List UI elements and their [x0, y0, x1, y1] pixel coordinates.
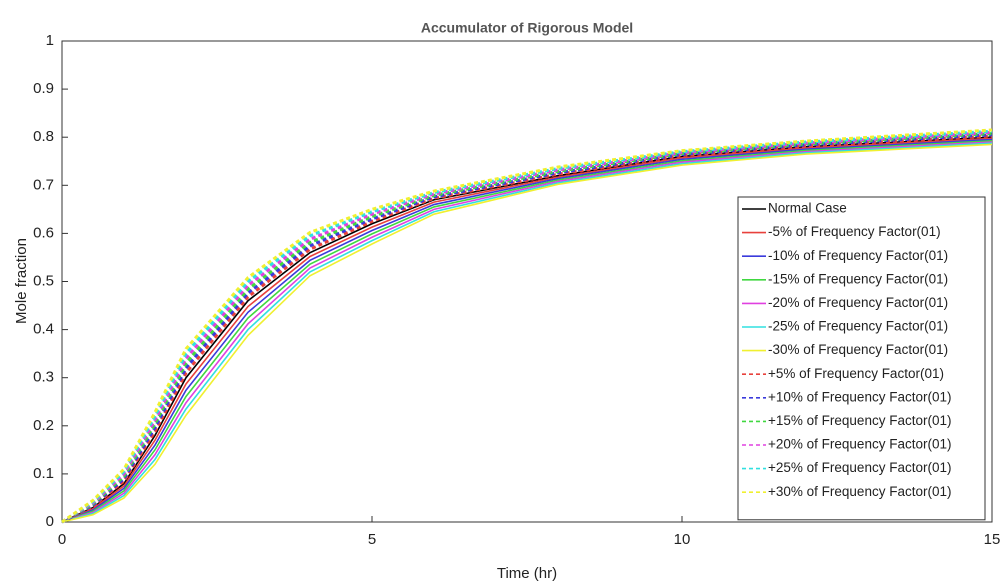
- x-tick-label: 15: [984, 531, 1001, 548]
- y-tick-label: 0.6: [33, 224, 54, 241]
- chart: Accumulator of Rigorous Model Time (hr) …: [0, 0, 1004, 583]
- chart-title: Accumulator of Rigorous Model: [421, 20, 633, 36]
- y-tick-label: 0.7: [33, 176, 54, 193]
- x-tick-label: 10: [674, 531, 691, 548]
- y-tick-label: 0.2: [33, 417, 54, 434]
- y-tick-label: 0.5: [33, 272, 54, 289]
- legend-label: -5% of Frequency Factor(01): [768, 224, 941, 239]
- legend-label: +30% of Frequency Factor(01): [768, 484, 951, 499]
- y-tick-label: 1: [46, 32, 54, 49]
- legend-label: -10% of Frequency Factor(01): [768, 248, 948, 263]
- legend-label: +5% of Frequency Factor(01): [768, 366, 944, 381]
- y-tick-label: 0.1: [33, 465, 54, 482]
- legend: Normal Case -5% of Frequency Factor(01) -1…: [738, 197, 985, 520]
- x-tick-label: 5: [368, 531, 376, 548]
- y-tick-label: 0.3: [33, 369, 54, 386]
- y-axis-label: Mole fraction: [13, 238, 30, 324]
- y-tick-label: 0: [46, 513, 54, 530]
- legend-label: -15% of Frequency Factor(01): [768, 271, 948, 286]
- legend-label: +10% of Frequency Factor(01): [768, 389, 951, 404]
- legend-label: +25% of Frequency Factor(01): [768, 460, 951, 475]
- y-tick-label: 0.9: [33, 80, 54, 97]
- y-tick-label: 0.4: [33, 321, 54, 338]
- legend-label: -20% of Frequency Factor(01): [768, 295, 948, 310]
- y-tick-label: 0.8: [33, 128, 54, 145]
- x-axis-label: Time (hr): [497, 565, 557, 582]
- x-tick-label: 0: [58, 531, 66, 548]
- legend-label: +20% of Frequency Factor(01): [768, 437, 951, 452]
- legend-label: Normal Case: [768, 201, 847, 216]
- legend-label: -25% of Frequency Factor(01): [768, 319, 948, 334]
- legend-label: +15% of Frequency Factor(01): [768, 413, 951, 428]
- legend-label: -30% of Frequency Factor(01): [768, 342, 948, 357]
